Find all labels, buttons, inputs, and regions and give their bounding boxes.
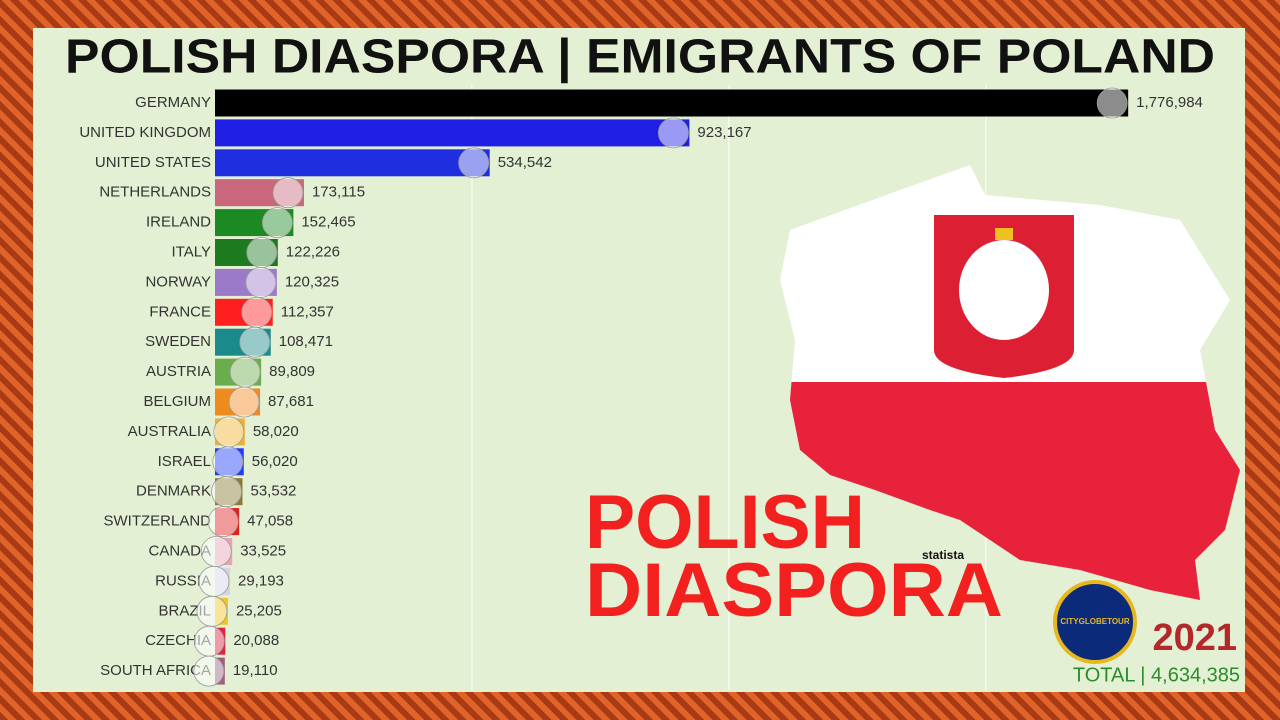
value-label: 152,465 [301, 214, 355, 231]
y-tick-label: SWEDEN [145, 333, 211, 350]
y-tick-label: UNITED STATES [95, 154, 211, 171]
value-label: 56,020 [252, 453, 298, 470]
flag [245, 266, 277, 298]
y-tick-label: IRELAND [146, 214, 211, 231]
overlay-text: DIASPORA [585, 548, 1003, 633]
value-label: 19,110 [233, 662, 278, 679]
flag [1096, 87, 1128, 119]
flag [193, 625, 225, 657]
value-label: 112,357 [281, 303, 334, 320]
value-label: 122,226 [286, 243, 340, 260]
value-label: 120,325 [285, 273, 339, 290]
flag [228, 386, 260, 418]
value-label: 108,471 [279, 333, 333, 350]
value-label: 20,088 [233, 632, 279, 649]
y-tick-label: NETHERLANDS [99, 184, 211, 201]
flag [213, 416, 245, 448]
y-tick-label: CANADA [148, 542, 211, 559]
flag [241, 296, 273, 328]
flag [212, 446, 244, 478]
y-tick-label: UNITED KINGDOM [79, 124, 211, 141]
flag [196, 595, 228, 627]
value-label: 534,542 [498, 154, 552, 171]
flag [272, 177, 304, 209]
y-tick-label: AUSTRALIA [128, 423, 211, 440]
chart-title: POLISH DIASPORA | EMIGRANTS OF POLAND [65, 31, 1215, 84]
flag [211, 476, 242, 508]
bar [215, 89, 1129, 117]
value-label: 25,205 [236, 602, 282, 619]
flag [458, 147, 490, 179]
value-label: 29,193 [238, 572, 284, 589]
value-label: 87,681 [268, 393, 314, 410]
logo [1053, 580, 1137, 664]
total: TOTAL | 4,634,385 [1073, 664, 1240, 686]
value-label: 1,776,984 [1136, 94, 1203, 111]
flag [229, 356, 261, 388]
flag [207, 506, 239, 537]
value-label: 47,058 [247, 513, 293, 530]
value-label: 923,167 [697, 124, 751, 141]
y-tick-label: RUSSIA [155, 572, 211, 589]
value-label: 173,115 [312, 184, 365, 201]
y-tick-label: DENMARK [136, 483, 211, 500]
bar [215, 149, 490, 177]
bar [215, 119, 690, 147]
flag [246, 237, 278, 268]
y-tick-label: SOUTH AFRICA [100, 662, 211, 679]
overlay-text: POLISH [585, 480, 865, 565]
flag [261, 207, 293, 239]
flag [200, 536, 232, 567]
flag [198, 566, 230, 597]
logo-text: CITYGLOBETOUR [1060, 617, 1129, 626]
y-tick-label: AUSTRIA [146, 363, 211, 380]
y-tick-label: NORWAY [145, 273, 211, 290]
value-label: 89,809 [269, 363, 315, 380]
flag [239, 326, 271, 358]
y-tick-label: GERMANY [135, 94, 211, 111]
year: 2021 [1152, 617, 1237, 659]
value-label: 33,525 [240, 542, 286, 559]
y-tick-label: FRANCE [149, 303, 211, 320]
y-tick-label: BELGIUM [143, 393, 211, 410]
value-label: 53,532 [251, 483, 297, 500]
y-tick-label: ITALY [172, 243, 211, 260]
y-tick-label: SWITZERLAND [103, 513, 211, 530]
flag [658, 117, 689, 149]
value-label: 58,020 [253, 423, 299, 440]
y-tick-label: ISRAEL [158, 453, 211, 470]
flag [193, 655, 225, 687]
source: statista [922, 548, 964, 562]
